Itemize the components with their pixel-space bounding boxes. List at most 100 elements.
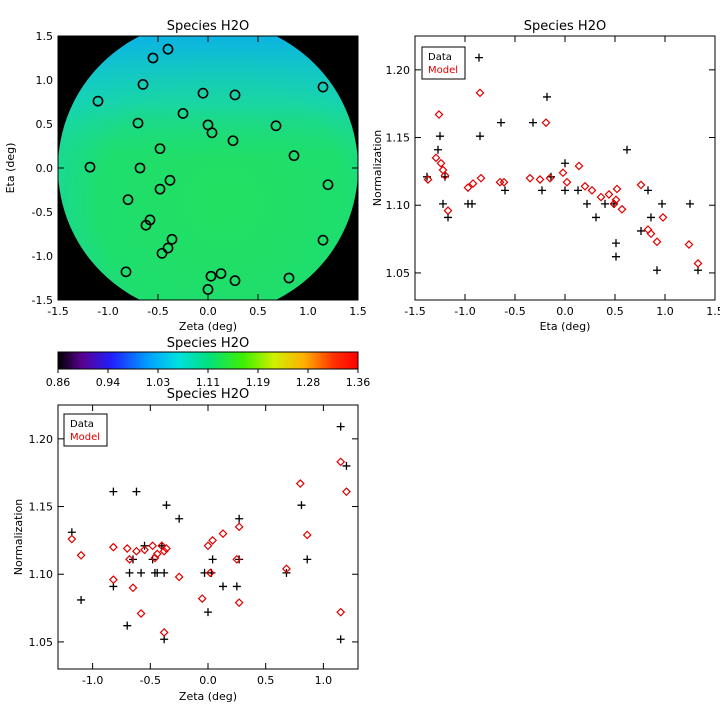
- eta-model-point: [463, 183, 473, 193]
- zeta-ytick-label: 1.10: [29, 568, 54, 581]
- zeta-model-point: [218, 529, 228, 539]
- map-point-marker: [140, 219, 152, 231]
- eta-model-point: [562, 177, 572, 187]
- eta-ytick-label: 1.05: [386, 267, 411, 280]
- map-point-marker: [166, 233, 178, 245]
- zeta-y-ticks: 1.05 1.10 1.15 1.20: [29, 433, 358, 649]
- zeta-xtick-label: 0.0: [199, 674, 217, 687]
- zeta-model-point: [67, 534, 77, 544]
- zeta-model-point: [302, 530, 312, 540]
- zeta-data-point: [175, 514, 184, 523]
- eta-data-point: [529, 118, 537, 127]
- zeta-model-point: [159, 627, 169, 637]
- map-xtick-label: 1.0: [299, 305, 317, 318]
- eta-data-point: [592, 213, 600, 222]
- colorbar-panel: Species H2O 0.86 0.94 1.03 1.11 1.19 1.28 1.36: [46, 336, 371, 389]
- zeta-data-point: [342, 461, 351, 470]
- eta-model-point: [440, 170, 450, 180]
- map-point-marker: [215, 268, 227, 279]
- eta-data-point: [476, 132, 484, 141]
- zeta-legend-model: Model: [70, 432, 100, 443]
- colorbar-tick-label: 1.19: [246, 376, 271, 389]
- zeta-data-point: [162, 501, 171, 510]
- map-y-ticks: -1.5 -1.0 -0.5 0.0 0.5 1.0 1.5: [32, 30, 358, 307]
- eta-model-point: [612, 184, 622, 194]
- map-ytick-label: -1.0: [32, 250, 53, 263]
- zeta-data-point: [77, 595, 86, 604]
- map-xtick-label: 0.5: [249, 305, 267, 318]
- zeta-data-point: [297, 501, 306, 510]
- colorbar-tick-label: 1.11: [196, 376, 221, 389]
- eta-data-point: [647, 213, 655, 222]
- eta-plot-frame: [414, 35, 716, 301]
- eta-model-point: [617, 204, 627, 214]
- zeta-data-point: [219, 582, 227, 591]
- eta-ytick-label: 1.10: [386, 199, 411, 212]
- eta-xtick-label: 0.0: [556, 305, 574, 318]
- eta-data-point: [561, 159, 569, 168]
- eta-model-point: [535, 175, 545, 184]
- map-title: Species H2O: [167, 19, 249, 34]
- eta-xtick-label: 1.5: [706, 305, 720, 318]
- zeta-model-point: [234, 598, 244, 608]
- zeta-data-point: [303, 555, 312, 564]
- eta-model-point: [604, 189, 614, 199]
- eta-data-point: [436, 132, 444, 141]
- eta-model-point: [525, 173, 535, 183]
- zeta-data-point: [336, 422, 345, 431]
- map-field-top-shade: [58, 36, 358, 300]
- map-point-marker: [288, 150, 300, 162]
- eta-data-point: [468, 199, 476, 208]
- map-point-marker: [283, 272, 295, 284]
- eta-xtick-label: -1.0: [454, 305, 475, 318]
- map-point-marker: [120, 266, 132, 278]
- map-point-marker: [206, 127, 218, 139]
- eta-model-point: [652, 237, 662, 247]
- map-ytick-label: 0.5: [36, 118, 54, 131]
- map-ytick-label: -1.5: [32, 294, 53, 307]
- zeta-ylabel: Normalization: [12, 499, 25, 575]
- zeta-model-point: [342, 487, 351, 497]
- eta-data-point: [501, 186, 509, 195]
- zeta-model-point: [148, 541, 158, 551]
- zeta-data-point: [235, 555, 244, 564]
- zeta-data-point: [208, 555, 217, 564]
- eta-legend-data: Data: [428, 52, 452, 63]
- map-point-marker: [229, 275, 241, 287]
- eta-points: [423, 53, 703, 275]
- eta-xlabel: Eta (deg): [540, 320, 591, 333]
- zeta-points: [67, 422, 351, 644]
- zeta-data-point: [160, 568, 169, 577]
- eta-model-point: [611, 195, 621, 205]
- colorbar-title: Species H2O: [167, 336, 249, 351]
- zeta-model-point: [128, 583, 138, 593]
- eta-model-point: [434, 110, 444, 119]
- zeta-model-point: [162, 544, 171, 553]
- zeta-model-point: [197, 594, 207, 604]
- eta-data-point: [561, 186, 569, 195]
- zeta-model-point: [232, 554, 242, 564]
- zeta-title: Species H2O: [167, 387, 249, 402]
- eta-xtick-label: -0.5: [504, 305, 525, 318]
- map-ytick-label: -0.5: [32, 206, 53, 219]
- map-point-marker: [154, 143, 166, 155]
- zeta-ytick-label: 1.05: [29, 636, 54, 649]
- eta-model-point: [545, 173, 555, 183]
- eta-model-point: [468, 179, 478, 189]
- eta-x-ticks: -1.5 -1.0 -0.5 0.0 0.5 1.0 1.5: [404, 36, 720, 318]
- zeta-legend: Data Model: [63, 413, 108, 447]
- zeta-data-point: [137, 568, 146, 577]
- eta-xtick-label: 1.0: [656, 305, 674, 318]
- zeta-model-point: [336, 607, 346, 617]
- zeta-data-point: [123, 621, 132, 630]
- map-points: [84, 43, 334, 295]
- map-point-marker: [317, 81, 329, 93]
- eta-model-point: [636, 180, 646, 190]
- eta-model-point: [574, 161, 584, 171]
- map-ytick-label: 1.5: [36, 30, 54, 43]
- colorbar-tick-label: 0.94: [96, 376, 121, 389]
- eta-data-point: [637, 226, 645, 235]
- eta-data-point: [583, 199, 591, 208]
- map-ylabel: Eta (deg): [4, 143, 17, 194]
- colorbar-ticks: 0.86 0.94 1.03 1.11 1.19 1.28 1.36: [46, 369, 370, 389]
